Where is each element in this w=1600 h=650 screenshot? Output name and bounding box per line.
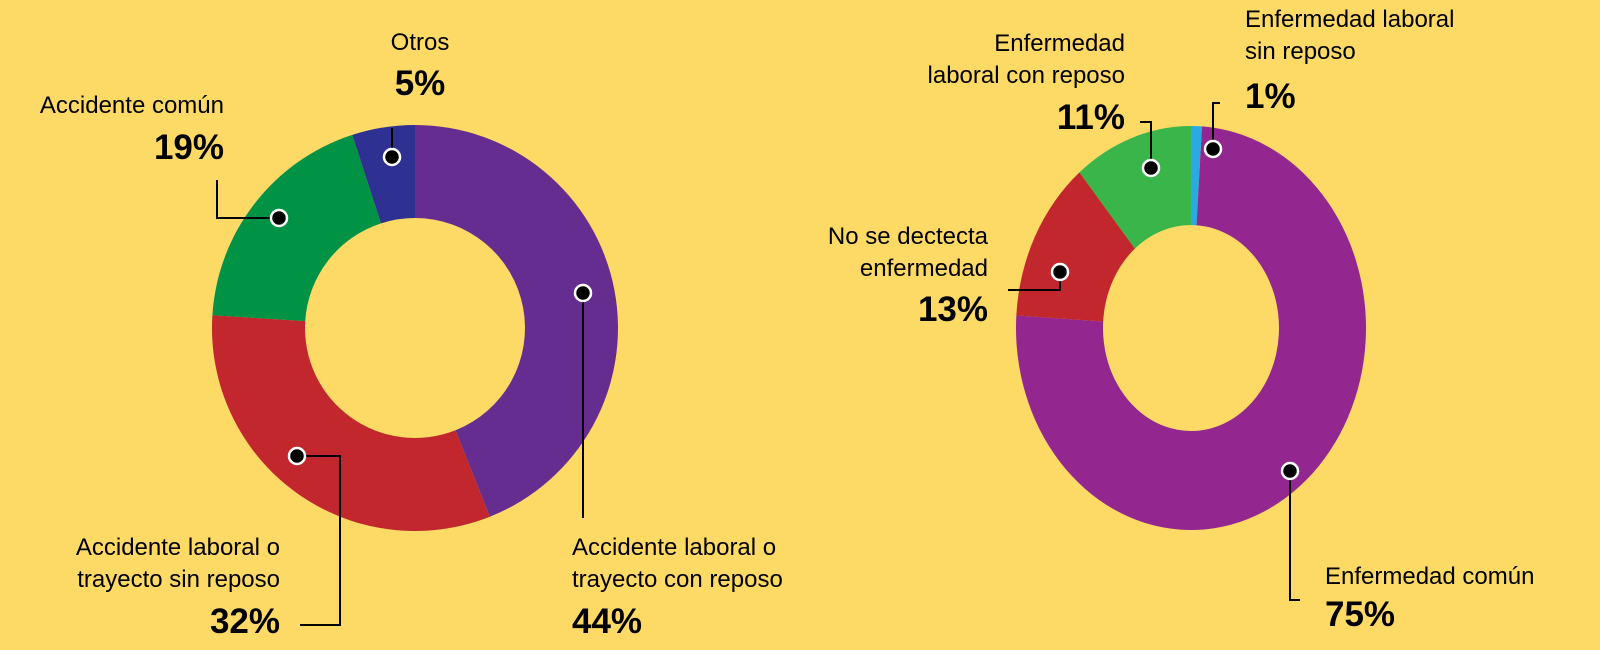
donut-slice (1191, 126, 1202, 226)
leader-dot (573, 283, 593, 303)
slice-label: Enfermedad común (1325, 563, 1535, 590)
donut-slice (352, 125, 415, 224)
slice-label: Otros (390, 29, 450, 56)
slice-label: No se dectecta enfermedad (827, 223, 988, 282)
leader-line (1212, 102, 1220, 149)
leader-line (216, 180, 279, 219)
leader-dot (382, 147, 402, 167)
leader-dot (1280, 461, 1300, 481)
donut-slice (212, 134, 382, 322)
leader-dot (1203, 139, 1223, 159)
leader-line (297, 455, 341, 626)
slice-label: Enfermedad laboral con reposo (927, 30, 1125, 89)
slice-value: 5% (394, 64, 446, 103)
donut-slice (1079, 126, 1191, 249)
slice-value: 32% (209, 602, 280, 641)
slice-value: 44% (572, 602, 643, 641)
slice-label: Accidente laboral o trayecto con reposo (572, 534, 783, 593)
slice-value: 13% (917, 290, 988, 329)
slice-value: 75% (1325, 595, 1396, 634)
leader-dot (269, 208, 289, 228)
donut-slice (1016, 172, 1135, 322)
leader-line (1289, 471, 1300, 601)
leader-dot (1141, 158, 1161, 178)
slice-value: 1% (1245, 77, 1296, 116)
donut-slice (415, 125, 618, 517)
slice-value: 11% (1056, 98, 1125, 137)
slice-label: Accidente común (39, 92, 224, 119)
donut-slice (211, 315, 490, 531)
donut-slice (1016, 126, 1367, 531)
leader-line (1140, 121, 1152, 168)
slice-value: 19% (153, 128, 224, 167)
slice-label: Enfermedad laboral sin reposo (1245, 6, 1455, 65)
slice-label: Accidente laboral o trayecto sin reposo (75, 534, 280, 593)
leader-dot (1050, 262, 1070, 282)
leader-dot (287, 446, 307, 466)
